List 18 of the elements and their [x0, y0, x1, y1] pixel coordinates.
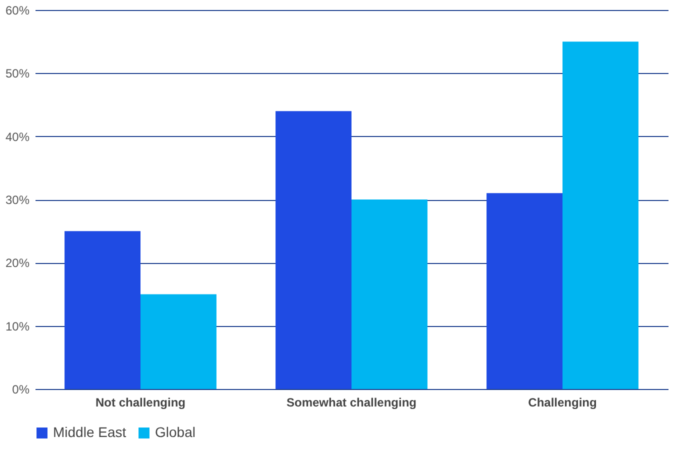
y-tick-label: 0% — [12, 382, 30, 396]
bar — [352, 200, 428, 389]
bar — [276, 111, 352, 389]
bar — [64, 231, 140, 389]
x-tick-label: Challenging — [528, 396, 597, 410]
y-tick-label: 10% — [5, 319, 30, 334]
legend-label: Middle East — [53, 424, 126, 440]
bar — [562, 42, 638, 389]
y-tick-label: 30% — [5, 193, 30, 207]
x-tick-label: Not challenging — [96, 396, 186, 410]
y-tick-label: 60% — [5, 4, 30, 18]
y-tick-label: 20% — [5, 256, 30, 270]
bar — [486, 193, 562, 389]
y-tick-label: 40% — [5, 130, 30, 144]
legend-label: Global — [155, 424, 196, 440]
x-tick-label: Somewhat challenging — [286, 396, 417, 410]
bar — [140, 294, 216, 389]
y-tick-label: 50% — [5, 66, 30, 81]
